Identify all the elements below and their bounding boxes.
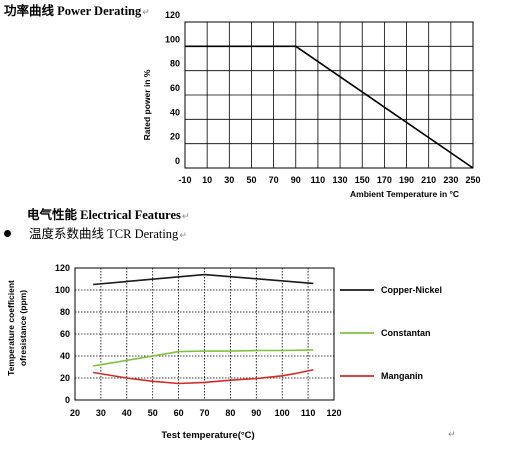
legend-label-constantan: Constantan (381, 328, 431, 338)
legend-label-copper-nickel: Copper-Nickel (381, 285, 442, 295)
y-tick-label: 20 (170, 132, 180, 142)
x-tick-label: 50 (246, 175, 256, 185)
y-axis-title: Rated power in % (142, 69, 152, 140)
power-derating-chart: -10 10 30 50 70 90 110 130 150 170 190 210 230 250 0 20… (142, 10, 481, 199)
paragraph-mark-icon: ↵ (142, 8, 150, 18)
x-tick-label: 120 (326, 408, 341, 418)
paragraph-mark-icon: ↵ (179, 231, 187, 241)
y-tick-label: 80 (170, 59, 180, 69)
tcr-derating-heading-cn: 温度系数曲线 (29, 226, 105, 241)
y-tick-label: 40 (60, 351, 70, 361)
x-tick-label: 90 (291, 175, 301, 185)
x-tick-label: 30 (96, 408, 106, 418)
y-tick-label: 80 (60, 307, 70, 317)
x-tick-label: 130 (333, 175, 348, 185)
power-derating-line (185, 45, 474, 169)
y-tick-label: 0 (65, 395, 70, 405)
power-derating-heading-cn: 功率曲线 (4, 3, 55, 18)
legend-label-manganin: Manganin (381, 371, 423, 381)
y-axis-title-line1: Temperature coefficient (6, 280, 16, 376)
x-tick-label: 90 (251, 408, 261, 418)
power-derating-heading-en: Power Derating (57, 4, 142, 18)
x-tick-label: 50 (148, 408, 158, 418)
power-derating-heading: 功率曲线 Power Derating↵ (4, 0, 150, 19)
x-tick-label: 100 (275, 408, 290, 418)
x-tick-label: -10 (178, 175, 191, 185)
y-tick-label: 120 (165, 10, 180, 20)
paragraph-mark-icon: ↵ (181, 212, 190, 222)
x-axis-title: Ambient Temperature in °C (350, 189, 459, 199)
y-tick-label: 60 (170, 83, 180, 93)
x-tick-label: 150 (355, 175, 370, 185)
x-tick-label: 110 (311, 175, 326, 185)
x-tick-label: 70 (269, 175, 279, 185)
x-tick-label: 70 (199, 408, 209, 418)
x-tick-label: 60 (174, 408, 184, 418)
x-tick-label: 250 (465, 175, 480, 185)
y-tick-label: 100 (165, 34, 180, 44)
electrical-features-heading-cn: 电气性能 (27, 207, 78, 222)
y-axis-title-line2: ofresistance (ppm) (18, 290, 28, 366)
x-tick-label: 10 (202, 175, 212, 185)
x-tick-label: 40 (122, 408, 132, 418)
x-axis-title: Test temperature(°C) (161, 430, 254, 441)
x-tick-label: 20 (70, 408, 80, 418)
x-tick-label: 30 (224, 175, 234, 185)
x-tick-label: 80 (225, 408, 235, 418)
tcr-derating-chart: 20 30 40 50 60 70 80 90 100 110 120020406080100120… (6, 263, 442, 441)
y-tick-label: 60 (60, 329, 70, 339)
electrical-features-heading-en: Electrical Features (80, 208, 181, 222)
y-tick-label: 20 (60, 373, 70, 383)
series-line-manganin (93, 368, 314, 385)
bullet-icon (4, 230, 11, 237)
y-tick-label: 120 (55, 263, 70, 273)
electrical-features-heading: 电气性能 Electrical Features↵ (27, 204, 189, 223)
y-tick-label: 100 (55, 285, 70, 295)
tcr-derating-heading: 温度系数曲线 TCR Derating↵ (4, 223, 187, 242)
paragraph-mark-icon: ↵ (448, 430, 456, 440)
x-tick-label: 230 (443, 175, 458, 185)
y-tick-label: 0 (175, 156, 180, 166)
series-line-copper-nickel (93, 273, 314, 286)
x-tick-label: 190 (399, 175, 414, 185)
x-tick-label: 210 (421, 175, 436, 185)
x-tick-label: 170 (377, 175, 392, 185)
tcr-derating-heading-en: TCR Derating (107, 227, 179, 241)
series-line-constantan (93, 349, 314, 367)
x-tick-label: 110 (301, 408, 316, 418)
y-tick-label: 40 (170, 107, 180, 117)
